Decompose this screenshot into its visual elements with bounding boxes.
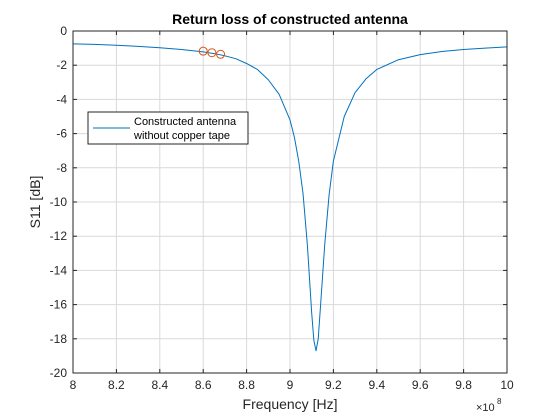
y-tick-label: 0	[60, 24, 67, 38]
y-tick-label: -20	[50, 366, 68, 380]
y-tick-label: -12	[50, 229, 68, 243]
x-tick-label: 9.4	[368, 378, 385, 392]
y-tick-label: -18	[50, 332, 68, 346]
x-tick-label: 8.8	[238, 378, 255, 392]
y-tick-label: -2	[56, 58, 67, 72]
x-tick-label: 8.2	[108, 378, 125, 392]
x-tick-label: 9.6	[412, 378, 429, 392]
data-marker	[207, 48, 217, 58]
y-tick-label: -6	[56, 127, 67, 141]
plot-area	[72, 30, 508, 374]
y-tick-label: -4	[56, 92, 67, 106]
y-tick-label: -8	[56, 161, 67, 175]
y-tick-label: -16	[50, 298, 68, 312]
x-tick-label: 9.8	[455, 378, 472, 392]
x-axis-exponent-power: 8	[497, 397, 502, 406]
x-tick-label: 10	[500, 378, 514, 392]
chart-title: Return loss of constructed antenna	[172, 11, 408, 27]
data-marker	[216, 49, 226, 59]
legend-label-line-2: without copper tape	[133, 130, 230, 142]
x-tick-label: 9	[287, 378, 294, 392]
x-tick-label: 8.6	[195, 378, 212, 392]
x-axis-exponent-base: ×10	[476, 402, 495, 414]
x-tick-label: 8.4	[151, 378, 168, 392]
x-axis-label: Frequency [Hz]	[243, 396, 338, 412]
x-tick-labels: 8 8.2 8.4 8.6 8.8 9 9.2 9.4 9.6 9.8 10	[70, 378, 514, 392]
series-layer	[72, 43, 508, 352]
x-axis-exponent: ×10 8	[476, 397, 502, 414]
x-tick-label: 8	[70, 378, 77, 392]
data-marker	[198, 46, 208, 56]
y-axis-label: S11 [dB]	[27, 176, 43, 229]
legend-label-line-1: Constructed antenna	[134, 116, 237, 128]
series-line-0	[72, 43, 508, 352]
legend: Constructed antenna without copper tape	[87, 111, 249, 145]
y-tick-label: -14	[50, 263, 68, 277]
y-tick-labels: 0 -2 -4 -6 -8 -10 -12 -14 -16 -18 -20	[50, 24, 68, 380]
x-tick-label: 9.2	[325, 378, 342, 392]
ticks	[72, 30, 508, 374]
y-tick-label: -10	[50, 195, 68, 209]
